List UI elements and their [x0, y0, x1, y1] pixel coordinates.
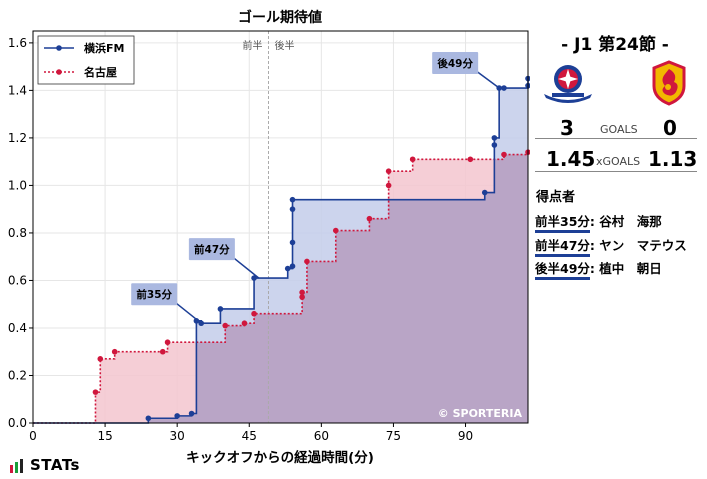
x-axis-label: キックオフからの経過時間(分): [186, 449, 374, 466]
x-tick-label: 45: [242, 429, 257, 443]
x-tick-label: 90: [458, 429, 473, 443]
data-point: [217, 306, 224, 312]
scorer-name: : 谷村 海那: [589, 214, 662, 229]
y-tick-label: 0.6: [8, 273, 27, 287]
bar-chart-icon: [10, 458, 23, 473]
y-tick-label: 1.4: [8, 83, 27, 97]
data-point: [193, 318, 200, 324]
stats-logo: STATs: [10, 456, 80, 474]
data-point: [284, 265, 291, 272]
scorer-item: 前半47分: ヤン マテウス: [535, 235, 687, 257]
x-tick-label: 15: [97, 429, 112, 443]
data-point: [145, 415, 152, 422]
annotation-box: [432, 52, 479, 75]
scorer-item: 前半35分: 谷村 海那: [535, 211, 662, 233]
data-point: [222, 322, 229, 329]
x-tick-label: 75: [386, 429, 401, 443]
data-point: [385, 182, 392, 189]
legend-label: 名古屋: [84, 65, 117, 79]
data-point: [97, 356, 104, 362]
y-tick-label: 0.4: [8, 321, 27, 335]
data-point: [251, 310, 257, 317]
data-point: [188, 410, 195, 417]
data-point: [289, 206, 296, 212]
data-point: [332, 227, 339, 234]
data-point: [289, 263, 296, 270]
home-xg: 1.45: [546, 147, 596, 171]
scorer-name: : ヤン マテウス: [589, 238, 687, 253]
data-point: [174, 413, 180, 419]
annotation-label: 前47分: [194, 243, 230, 256]
nagoya-crest-icon: [652, 60, 686, 106]
scorer-time: 前半47分: [535, 238, 590, 257]
y-tick-label: 1.6: [8, 36, 27, 50]
data-point: [289, 196, 296, 203]
away-xg: 1.13: [648, 147, 698, 171]
data-point: [491, 142, 498, 148]
data-point: [366, 215, 373, 222]
annotation-box: [131, 283, 178, 306]
scorer-name: : 植中 朝日: [589, 261, 662, 276]
away-goals: 0: [663, 116, 677, 140]
legend-box: [37, 35, 135, 85]
goals-label: GOALS: [600, 123, 638, 136]
scorers-title: 得点者: [536, 190, 576, 205]
home-goals: 3: [560, 116, 574, 140]
plot-frame: [32, 30, 529, 424]
data-point: [385, 168, 392, 174]
y-tick-label: 0.2: [8, 368, 27, 382]
y-tick-label: 1.0: [8, 178, 27, 192]
data-point: [491, 135, 498, 141]
data-point: [299, 289, 305, 296]
xgoals-row: 1.45 xGOALS 1.13: [535, 147, 697, 172]
legend-marker: [56, 69, 62, 75]
scorer-item: 後半49分: 植中 朝日: [535, 258, 662, 280]
data-point: [409, 156, 416, 163]
data-point: [467, 156, 474, 163]
chart-title: ゴール期待値: [238, 9, 322, 26]
annotation-label: 後49分: [436, 57, 473, 70]
data-point: [304, 258, 310, 265]
data-point: [501, 85, 507, 91]
annotation-box: [188, 238, 235, 261]
annotation-label: 前35分: [136, 288, 172, 301]
stats-brand: STATs: [30, 456, 80, 474]
data-point: [501, 151, 507, 158]
halftime-label-second: 後半: [274, 39, 294, 52]
x-tick-label: 0: [29, 429, 37, 443]
yokohama-fm-crest-icon: [544, 65, 592, 103]
y-tick-label: 0.8: [8, 226, 27, 240]
halftime-label-first: 前半: [242, 39, 262, 52]
x-tick-label: 30: [170, 429, 185, 443]
matchday-label: - J1 第24節 -: [561, 35, 669, 55]
x-tick-label: 60: [314, 429, 329, 443]
scorer-time: 前半35分: [535, 214, 590, 233]
goals-row: 3 GOALS 0: [535, 116, 697, 140]
data-point: [159, 348, 166, 355]
data-point: [111, 348, 118, 355]
data-point: [241, 320, 248, 327]
data-point: [299, 294, 305, 300]
y-tick-label: 0.0: [8, 416, 27, 430]
legend-label: 横浜FM: [84, 41, 124, 55]
data-point: [481, 189, 488, 196]
data-point: [289, 239, 296, 246]
y-tick-label: 1.2: [8, 131, 27, 145]
match-panel: - J1 第24節 - 3 GOALS 0 1.45 xGOALS 1.13 得…: [530, 0, 707, 479]
xgoals-label: xGOALS: [596, 155, 641, 168]
data-point: [251, 275, 257, 281]
data-point: [164, 339, 171, 346]
data-point: [92, 389, 99, 395]
scorer-time: 後半49分: [535, 261, 590, 280]
watermark: © SPORTERIA: [438, 407, 523, 420]
legend-marker: [56, 45, 62, 51]
